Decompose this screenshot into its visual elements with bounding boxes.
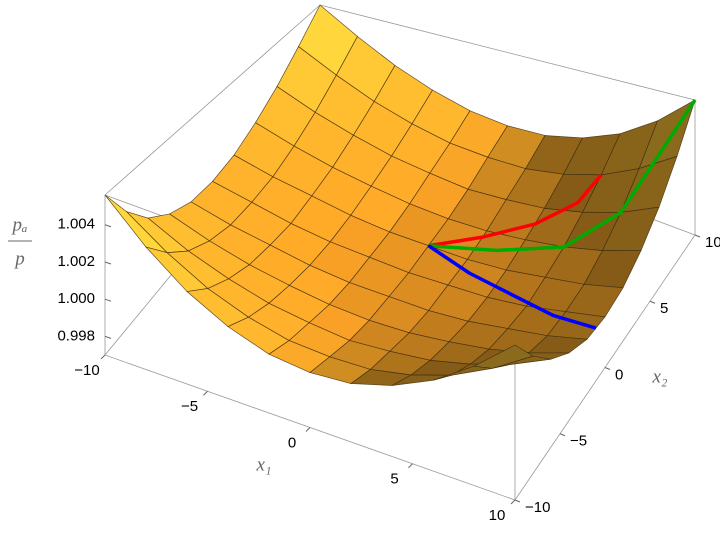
y-tick-label: 0 (615, 366, 623, 383)
y-tick (694, 234, 701, 238)
x-tick-label: 5 (390, 471, 398, 488)
x-tick (510, 499, 516, 505)
z-tick (104, 298, 112, 302)
y-tick-label: 5 (660, 300, 668, 317)
x-tick-label: 10 (489, 507, 506, 524)
x-tick-label: −10 (74, 362, 99, 379)
y-tick (514, 499, 521, 503)
y-tick-label: −5 (570, 433, 587, 450)
y-tick (559, 433, 566, 437)
x-tick-label: −5 (181, 398, 198, 415)
curve (428, 173, 603, 248)
z-tick-label: 1.000 (57, 290, 95, 307)
surface-patch (472, 344, 534, 369)
y-tick (649, 300, 656, 304)
box-edge (319, 4, 696, 101)
z-tick (104, 261, 112, 265)
z-tick-label: 1.002 (57, 253, 95, 270)
x-tick-label: 0 (288, 434, 296, 451)
curve (428, 99, 697, 253)
x-tick (100, 354, 106, 360)
y-tick (604, 367, 611, 370)
z-axis-label-numerator: pₐ (10, 214, 27, 235)
box-edge (104, 4, 321, 196)
z-tick-label: 1.004 (57, 216, 95, 233)
z-tick-label: 0.998 (57, 327, 95, 344)
z-axis-label-denominator: p (13, 248, 25, 269)
x-tick (203, 390, 208, 396)
y-axis-label: x₂ (651, 366, 667, 387)
z-tick (104, 335, 112, 339)
curve (427, 244, 597, 330)
y-tick-label: −10 (525, 499, 550, 516)
x-tick (408, 463, 413, 469)
x-axis-label: x₁ (255, 454, 271, 475)
x-tick (305, 427, 311, 432)
y-tick-label: 10 (705, 234, 720, 251)
z-tick (104, 224, 112, 228)
